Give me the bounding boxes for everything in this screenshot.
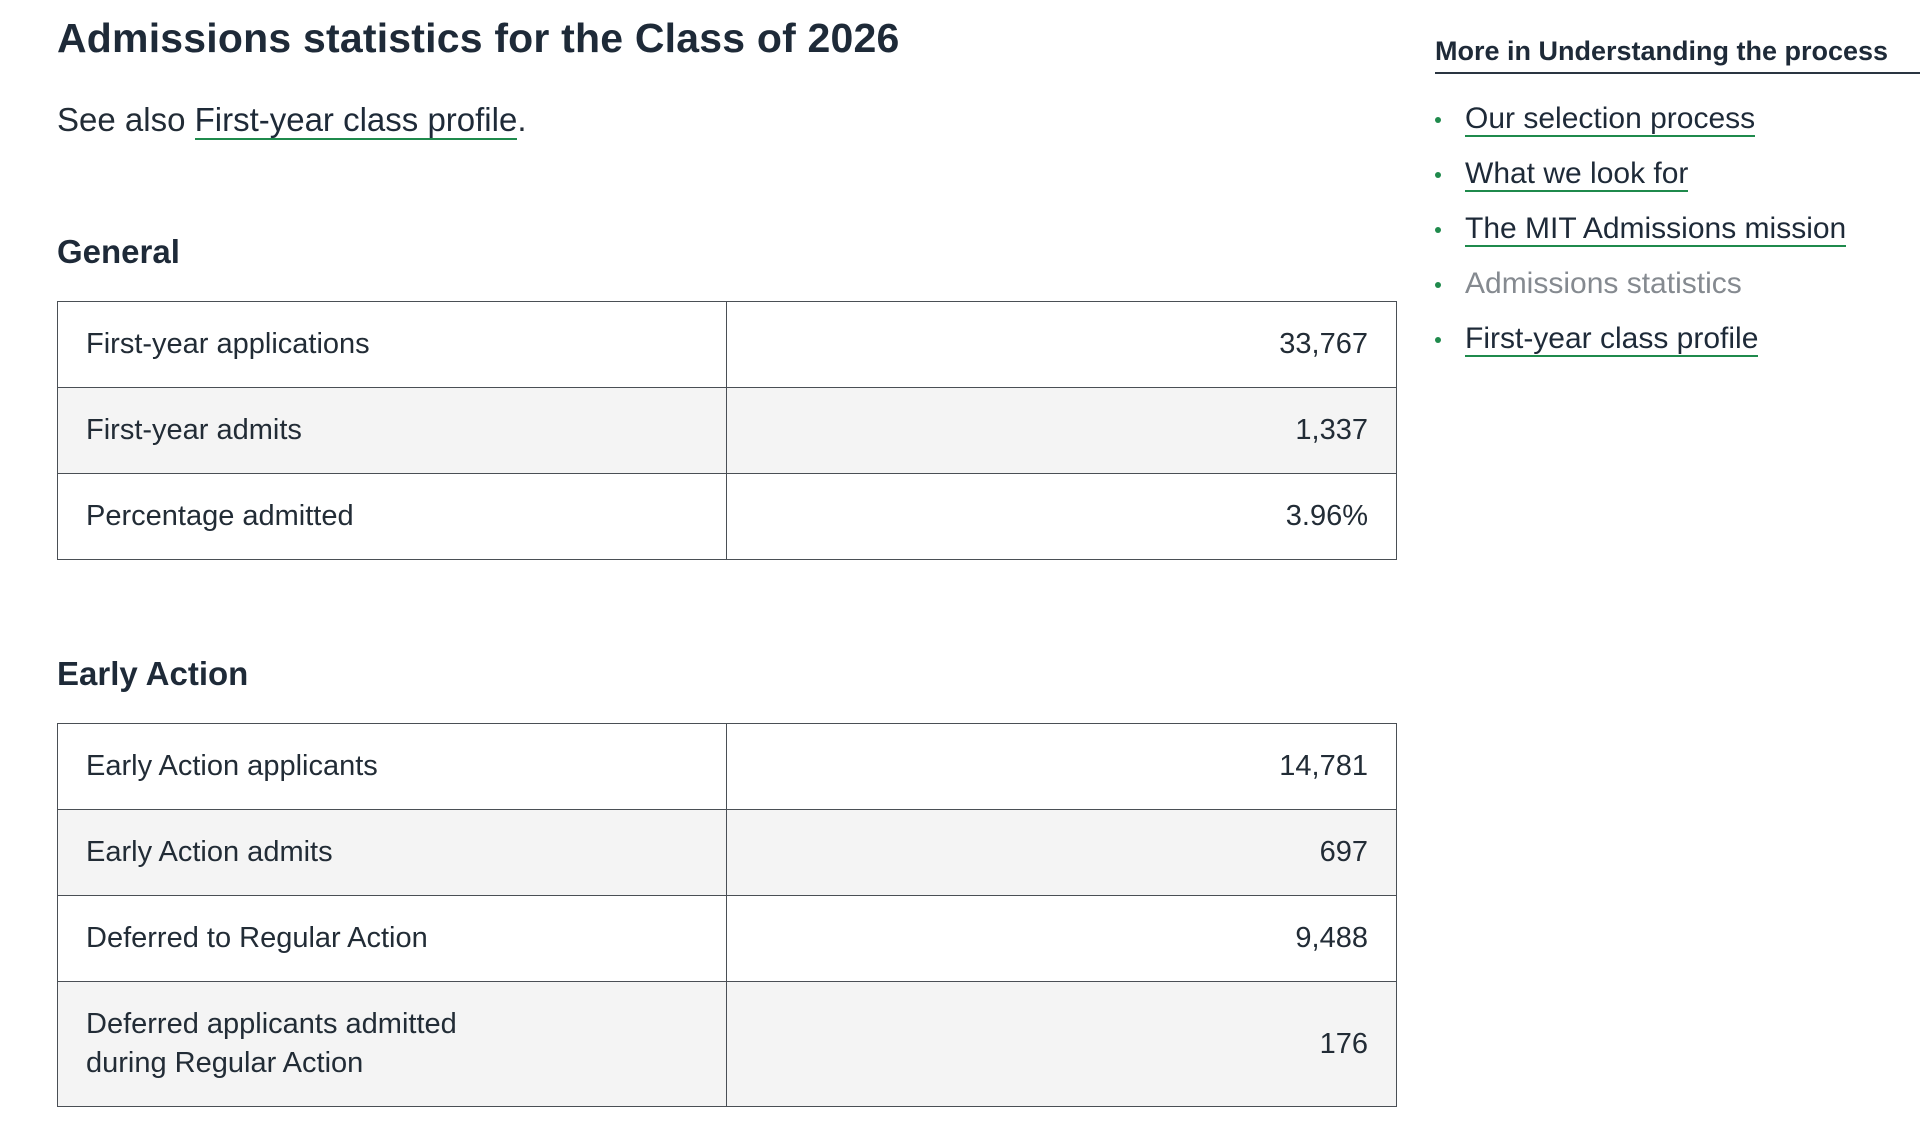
early-action-stats-table: Early Action applicants 14,781 Early Act…	[57, 723, 1397, 1107]
row-value: 697	[726, 809, 1397, 896]
sidebar-item-admissions-statistics: Admissions statistics	[1435, 263, 1920, 305]
see-also-suffix: .	[517, 101, 527, 138]
page-title: Admissions statistics for the Class of 2…	[57, 15, 900, 61]
row-value: 33,767	[726, 301, 1397, 388]
row-value: 14,781	[726, 723, 1397, 810]
sidebar-link-selection-process[interactable]: Our selection process	[1465, 102, 1756, 137]
row-label: Early Action admits	[57, 809, 727, 896]
sidebar-item-what-we-look-for: What we look for	[1435, 153, 1920, 195]
table-row: First-year applications 33,767	[57, 301, 1397, 388]
table-row: Deferred applicants admitted during Regu…	[57, 981, 1397, 1107]
row-value: 9,488	[726, 895, 1397, 982]
row-value: 1,337	[726, 387, 1397, 474]
row-label: First-year applications	[57, 301, 727, 388]
row-label: Deferred applicants admitted during Regu…	[57, 981, 727, 1107]
bullet-icon	[1435, 227, 1441, 233]
sidebar-current-admissions-statistics: Admissions statistics	[1465, 267, 1742, 300]
sidebar-link-admissions-mission[interactable]: The MIT Admissions mission	[1465, 212, 1847, 247]
main-content: Admissions statistics for the Class of 2…	[57, 0, 1397, 1107]
table-row: Deferred to Regular Action 9,488	[57, 895, 1397, 982]
row-label: Deferred to Regular Action	[57, 895, 727, 982]
sidebar-title: More in Understanding the process	[1435, 32, 1920, 74]
see-also-line: See also First-year class profile.	[57, 100, 1397, 140]
sidebar-link-what-we-look-for[interactable]: What we look for	[1465, 157, 1689, 192]
sidebar-item-class-profile: First-year class profile	[1435, 318, 1920, 360]
table-row: Early Action applicants 14,781	[57, 723, 1397, 810]
bullet-icon	[1435, 172, 1441, 178]
row-label-text: Deferred applicants admitted during Regu…	[86, 1008, 457, 1079]
general-heading: General	[57, 233, 180, 270]
early-action-heading: Early Action	[57, 655, 249, 692]
table-row: Early Action admits 697	[57, 809, 1397, 896]
see-also-prefix: See also	[57, 101, 195, 138]
table-row: First-year admits 1,337	[57, 387, 1397, 474]
sidebar-link-class-profile[interactable]: First-year class profile	[1465, 322, 1759, 357]
sidebar-item-selection-process: Our selection process	[1435, 98, 1920, 140]
sidebar-list: Our selection process What we look for T…	[1435, 98, 1920, 360]
sidebar-item-admissions-mission: The MIT Admissions mission	[1435, 208, 1920, 250]
table-row: Percentage admitted 3.96%	[57, 473, 1397, 560]
row-label: Early Action applicants	[57, 723, 727, 810]
row-label: First-year admits	[57, 387, 727, 474]
bullet-icon	[1435, 282, 1441, 288]
bullet-icon	[1435, 117, 1441, 123]
row-label: Percentage admitted	[57, 473, 727, 560]
general-stats-table: First-year applications 33,767 First-yea…	[57, 301, 1397, 560]
row-value: 176	[726, 981, 1397, 1107]
sidebar: More in Understanding the process Our se…	[1435, 32, 1920, 373]
first-year-class-profile-link[interactable]: First-year class profile	[194, 101, 518, 140]
row-value: 3.96%	[726, 473, 1397, 560]
bullet-icon	[1435, 337, 1441, 343]
